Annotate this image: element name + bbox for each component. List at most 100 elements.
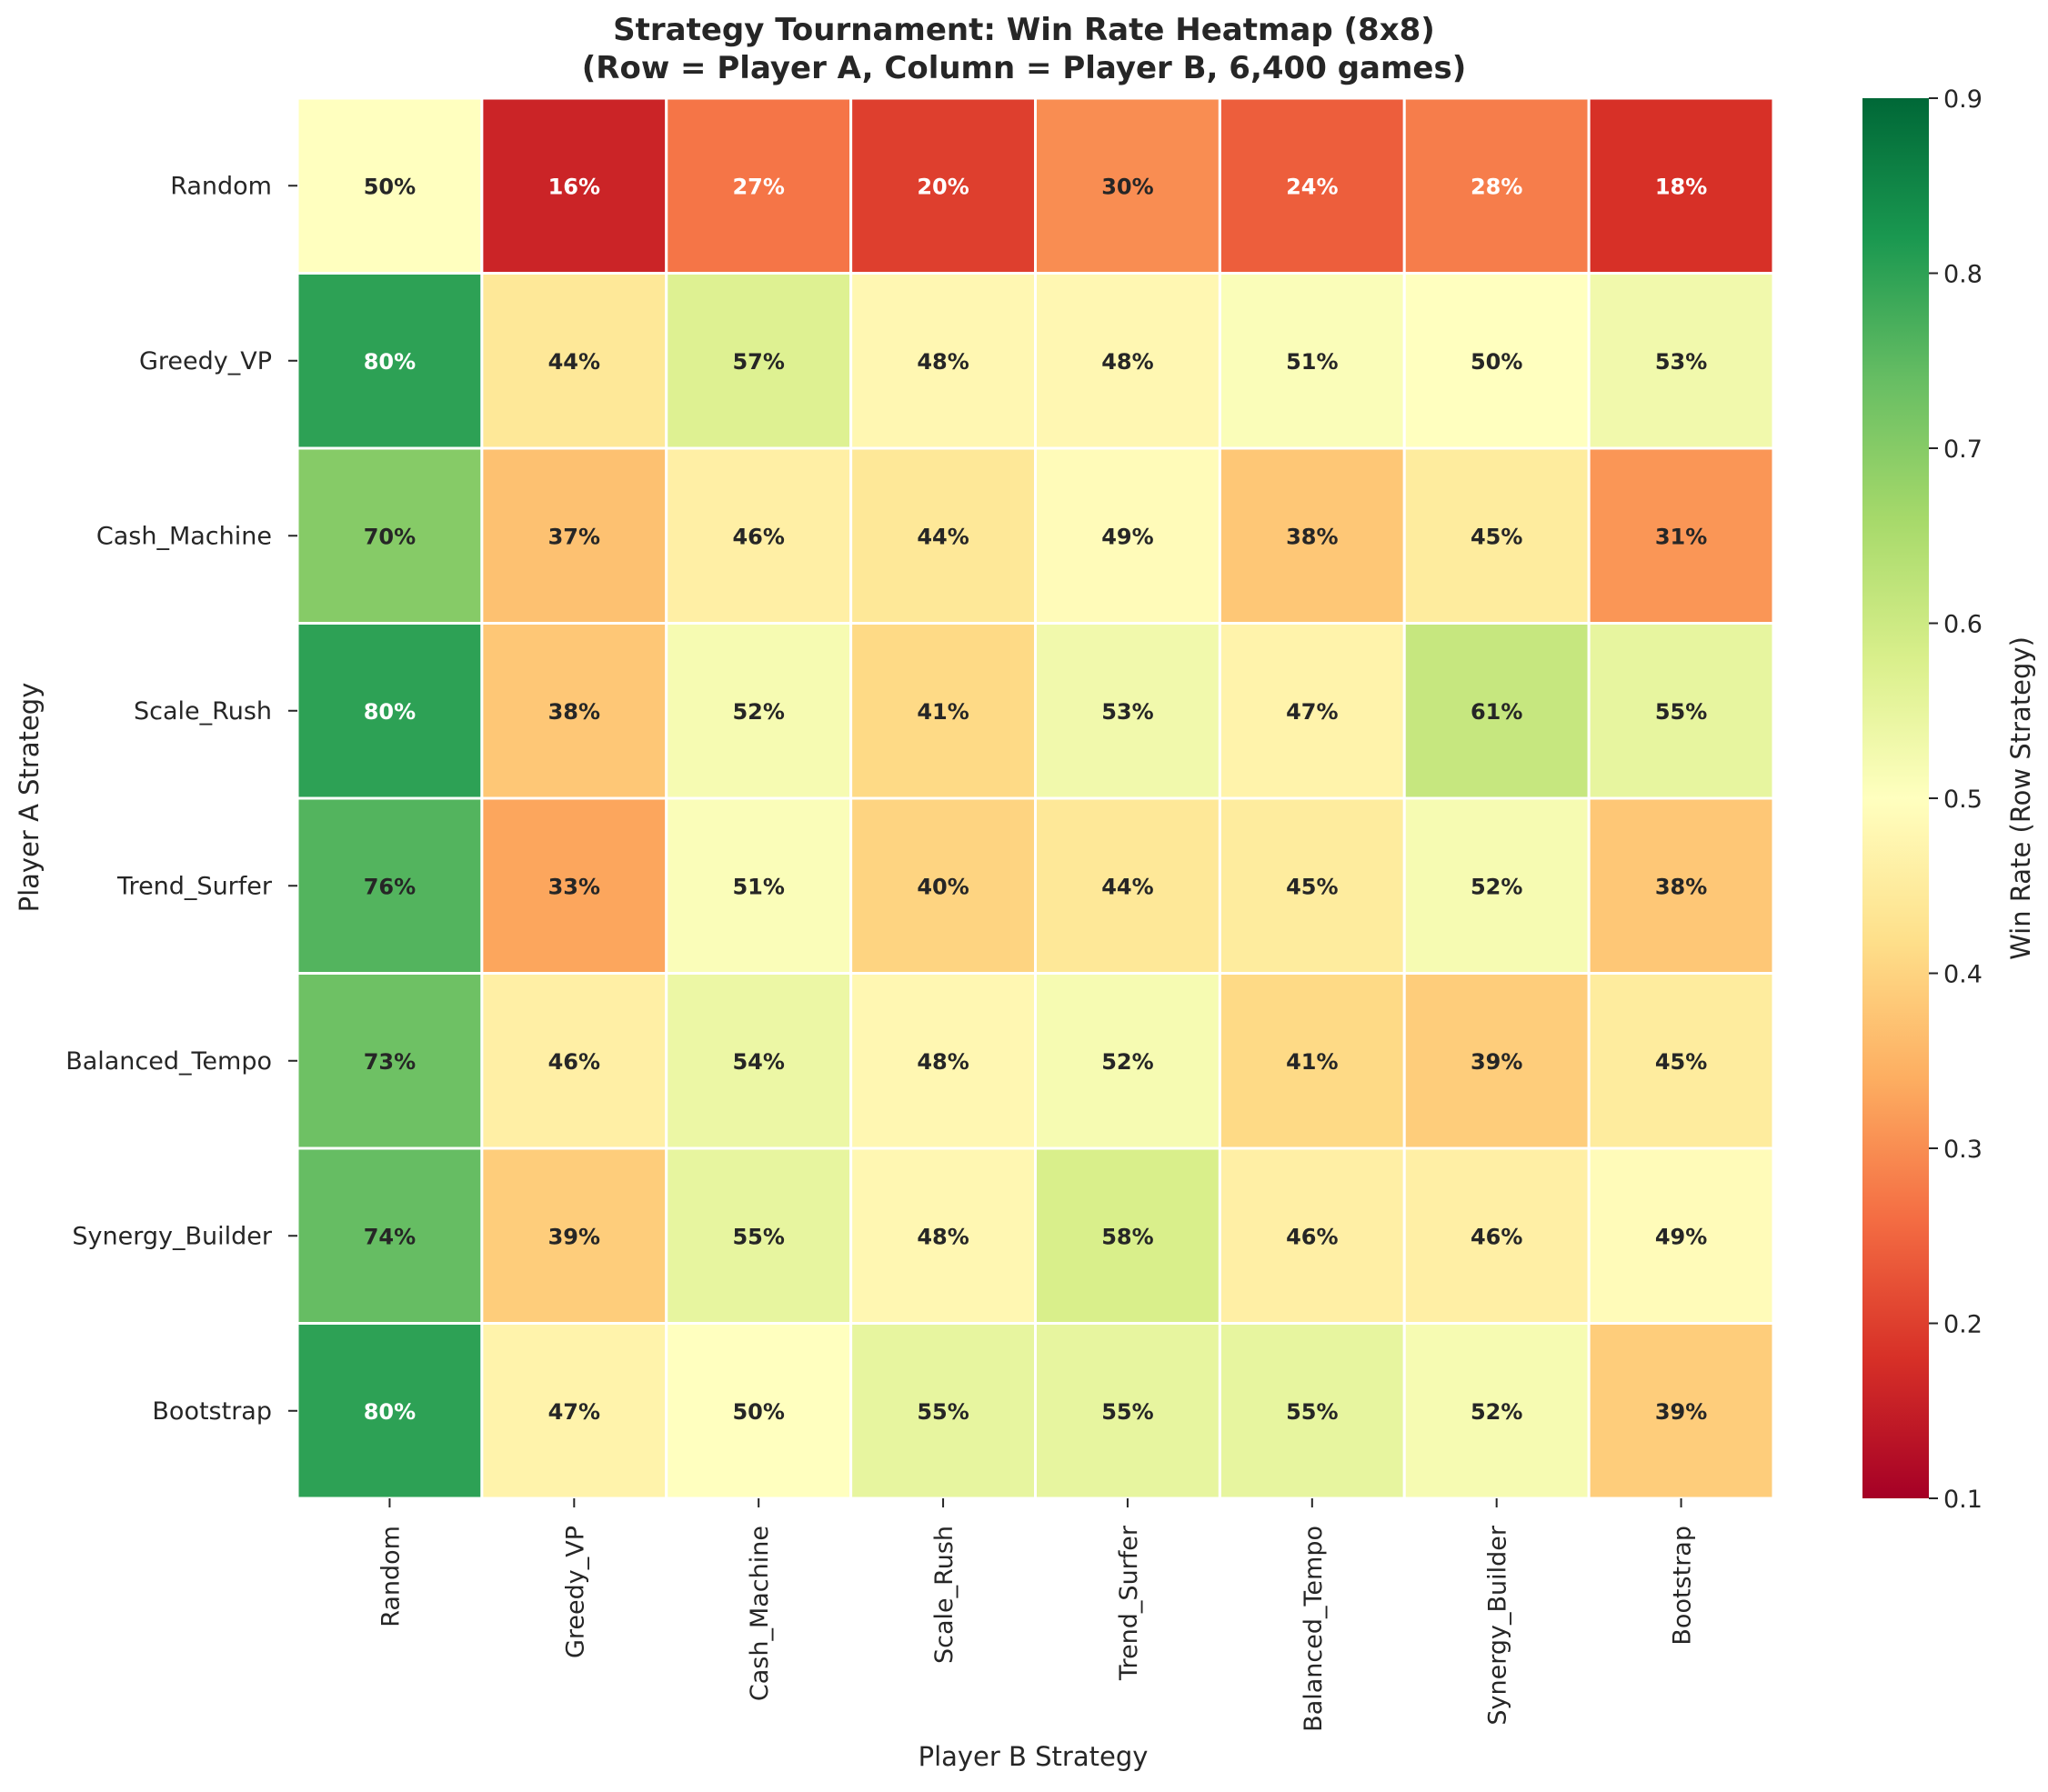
cell-value-label: 54%: [732, 1049, 784, 1075]
cell-value-label: 45%: [1286, 874, 1338, 899]
heatmap-cell: [1402, 972, 1591, 1150]
colorbar-label: Win Rate (Row Strategy): [2005, 636, 2036, 960]
column-tick-label: Synergy_Builder: [1484, 1525, 1512, 1725]
cell-value-label: 50%: [1471, 349, 1522, 375]
cell-value-label: 16%: [548, 174, 600, 199]
heatmap-cell: [849, 796, 1037, 975]
cell-value-label: 80%: [364, 699, 416, 725]
cell-value-label: 24%: [1286, 174, 1338, 199]
cell-value-label: 55%: [732, 1224, 784, 1249]
cell-value-label: 28%: [1471, 174, 1522, 199]
heatmap-cell: [1034, 1146, 1221, 1325]
cell-value-label: 20%: [917, 174, 969, 199]
cell-value-label: 41%: [1286, 1049, 1338, 1075]
cell-value-label: 61%: [1471, 699, 1522, 725]
cell-value-label: 58%: [1101, 1224, 1153, 1249]
colorbar-tick-label: 0.9: [1943, 85, 1983, 114]
heatmap-cell: [665, 446, 853, 625]
colorbar-tick-label: 0.8: [1943, 261, 1983, 289]
cell-value-label: 50%: [732, 1399, 784, 1425]
heatmap-cell: [480, 446, 668, 625]
cell-value-label: 53%: [1101, 699, 1153, 725]
cell-value-label: 48%: [917, 349, 969, 375]
cell-value-label: 46%: [1471, 1224, 1522, 1249]
cell-value-label: 39%: [548, 1224, 600, 1249]
heatmap-cell: [1587, 796, 1775, 975]
cell-value-label: 39%: [1471, 1049, 1522, 1075]
colorbar-ticks: 0.1 0.2 0.3 0.4 0.5 0.6 0.7 0.8 0.9: [1929, 85, 1983, 1514]
cell-value-label: 80%: [364, 1399, 416, 1425]
heatmap-cell: [480, 96, 668, 275]
cell-value-label: 30%: [1101, 174, 1153, 199]
column-tick-labels: Random Greedy_VP Cash_Machine Scale_Rush Tre…: [376, 1498, 1697, 1732]
cell-value-label: 47%: [548, 1399, 600, 1425]
cell-value-label: 44%: [1101, 874, 1153, 899]
cell-value-label: 48%: [917, 1224, 969, 1249]
row-tick-label: Trend_Surfer: [116, 872, 273, 900]
heatmap-cell: [1218, 96, 1406, 275]
heatmap-cell: [1402, 1146, 1591, 1325]
cell-value-label: 51%: [732, 874, 784, 899]
cell-value-label: 55%: [1286, 1399, 1338, 1425]
heatmap-cell: [480, 1146, 668, 1325]
colorbar-tick-label: 0.2: [1943, 1311, 1983, 1339]
cell-value-label: 52%: [1471, 1399, 1522, 1425]
heatmap-cell: [1034, 1322, 1221, 1500]
heatmap-cell: [665, 972, 853, 1150]
cell-value-label: 51%: [1286, 349, 1338, 375]
cell-value-label: 52%: [1471, 874, 1522, 899]
heatmap-cell: [665, 622, 853, 800]
column-tick-label: Bootstrap: [1669, 1526, 1697, 1646]
cell-value-label: 80%: [364, 349, 416, 375]
colorbar-tick-label: 0.5: [1943, 786, 1983, 814]
colorbar-tick-label: 0.4: [1943, 961, 1983, 989]
cell-value-label: 46%: [1286, 1224, 1338, 1249]
cell-value-label: 47%: [1286, 699, 1338, 725]
heatmap-cell: [1218, 1146, 1406, 1325]
cell-value-label: 52%: [1101, 1049, 1153, 1075]
heatmap-cell: [1034, 972, 1221, 1150]
cell-value-label: 55%: [917, 1399, 969, 1425]
heatmap-cell: [1587, 972, 1775, 1150]
cell-value-label: 27%: [732, 174, 784, 199]
heatmap-cell: [665, 96, 853, 275]
x-axis-label: Player B Strategy: [919, 1741, 1149, 1772]
heatmap-cell: [1587, 1146, 1775, 1325]
heatmap-cell: [1034, 796, 1221, 975]
cell-value-label: 55%: [1101, 1399, 1153, 1425]
cell-value-label: 44%: [548, 349, 600, 375]
cell-value-label: 73%: [364, 1049, 416, 1075]
heatmap-cell: [849, 622, 1037, 800]
row-tick-label: Greedy_VP: [139, 347, 272, 375]
heatmap-cell: [1587, 96, 1775, 275]
heatmap-cell: [1218, 972, 1406, 1150]
colorbar: [1862, 98, 1929, 1498]
heatmap-cell: [480, 272, 668, 450]
heatmap-cell: [665, 1146, 853, 1325]
cell-value-label: 45%: [1655, 1049, 1707, 1075]
cell-value-label: 45%: [1471, 524, 1522, 549]
colorbar-tick-label: 0.6: [1943, 611, 1983, 639]
cell-value-label: 55%: [1655, 699, 1707, 725]
cell-value-label: 70%: [364, 524, 416, 549]
heatmap-cell: [1218, 446, 1406, 625]
cell-value-label: 38%: [1286, 524, 1338, 549]
row-tick-label: Random: [170, 172, 272, 200]
cell-value-label: 38%: [1655, 874, 1707, 899]
cell-value-label: 57%: [732, 349, 784, 375]
heatmap-cell: [849, 272, 1037, 450]
heatmap-cell: [849, 446, 1037, 625]
cell-value-label: 74%: [364, 1224, 416, 1249]
cell-value-label: 31%: [1655, 524, 1707, 549]
heatmap-cells: 50% 16% 27% 20% 30% 24% 28% 18% 80% 44% 57% 48% 48% 5…: [296, 96, 1775, 1500]
heatmap-cell: [1587, 272, 1775, 450]
row-tick-label: Synergy_Builder: [72, 1222, 272, 1250]
cell-value-label: 18%: [1655, 174, 1707, 199]
chart-title-line2: (Row = Player A, Column = Player B, 6,40…: [582, 50, 1467, 86]
heatmap-cell: [1034, 622, 1221, 800]
cell-value-label: 46%: [732, 524, 784, 549]
heatmap-cell: [1402, 446, 1591, 625]
cell-value-label: 76%: [364, 874, 416, 899]
row-tick-label: Bootstrap: [152, 1397, 272, 1426]
